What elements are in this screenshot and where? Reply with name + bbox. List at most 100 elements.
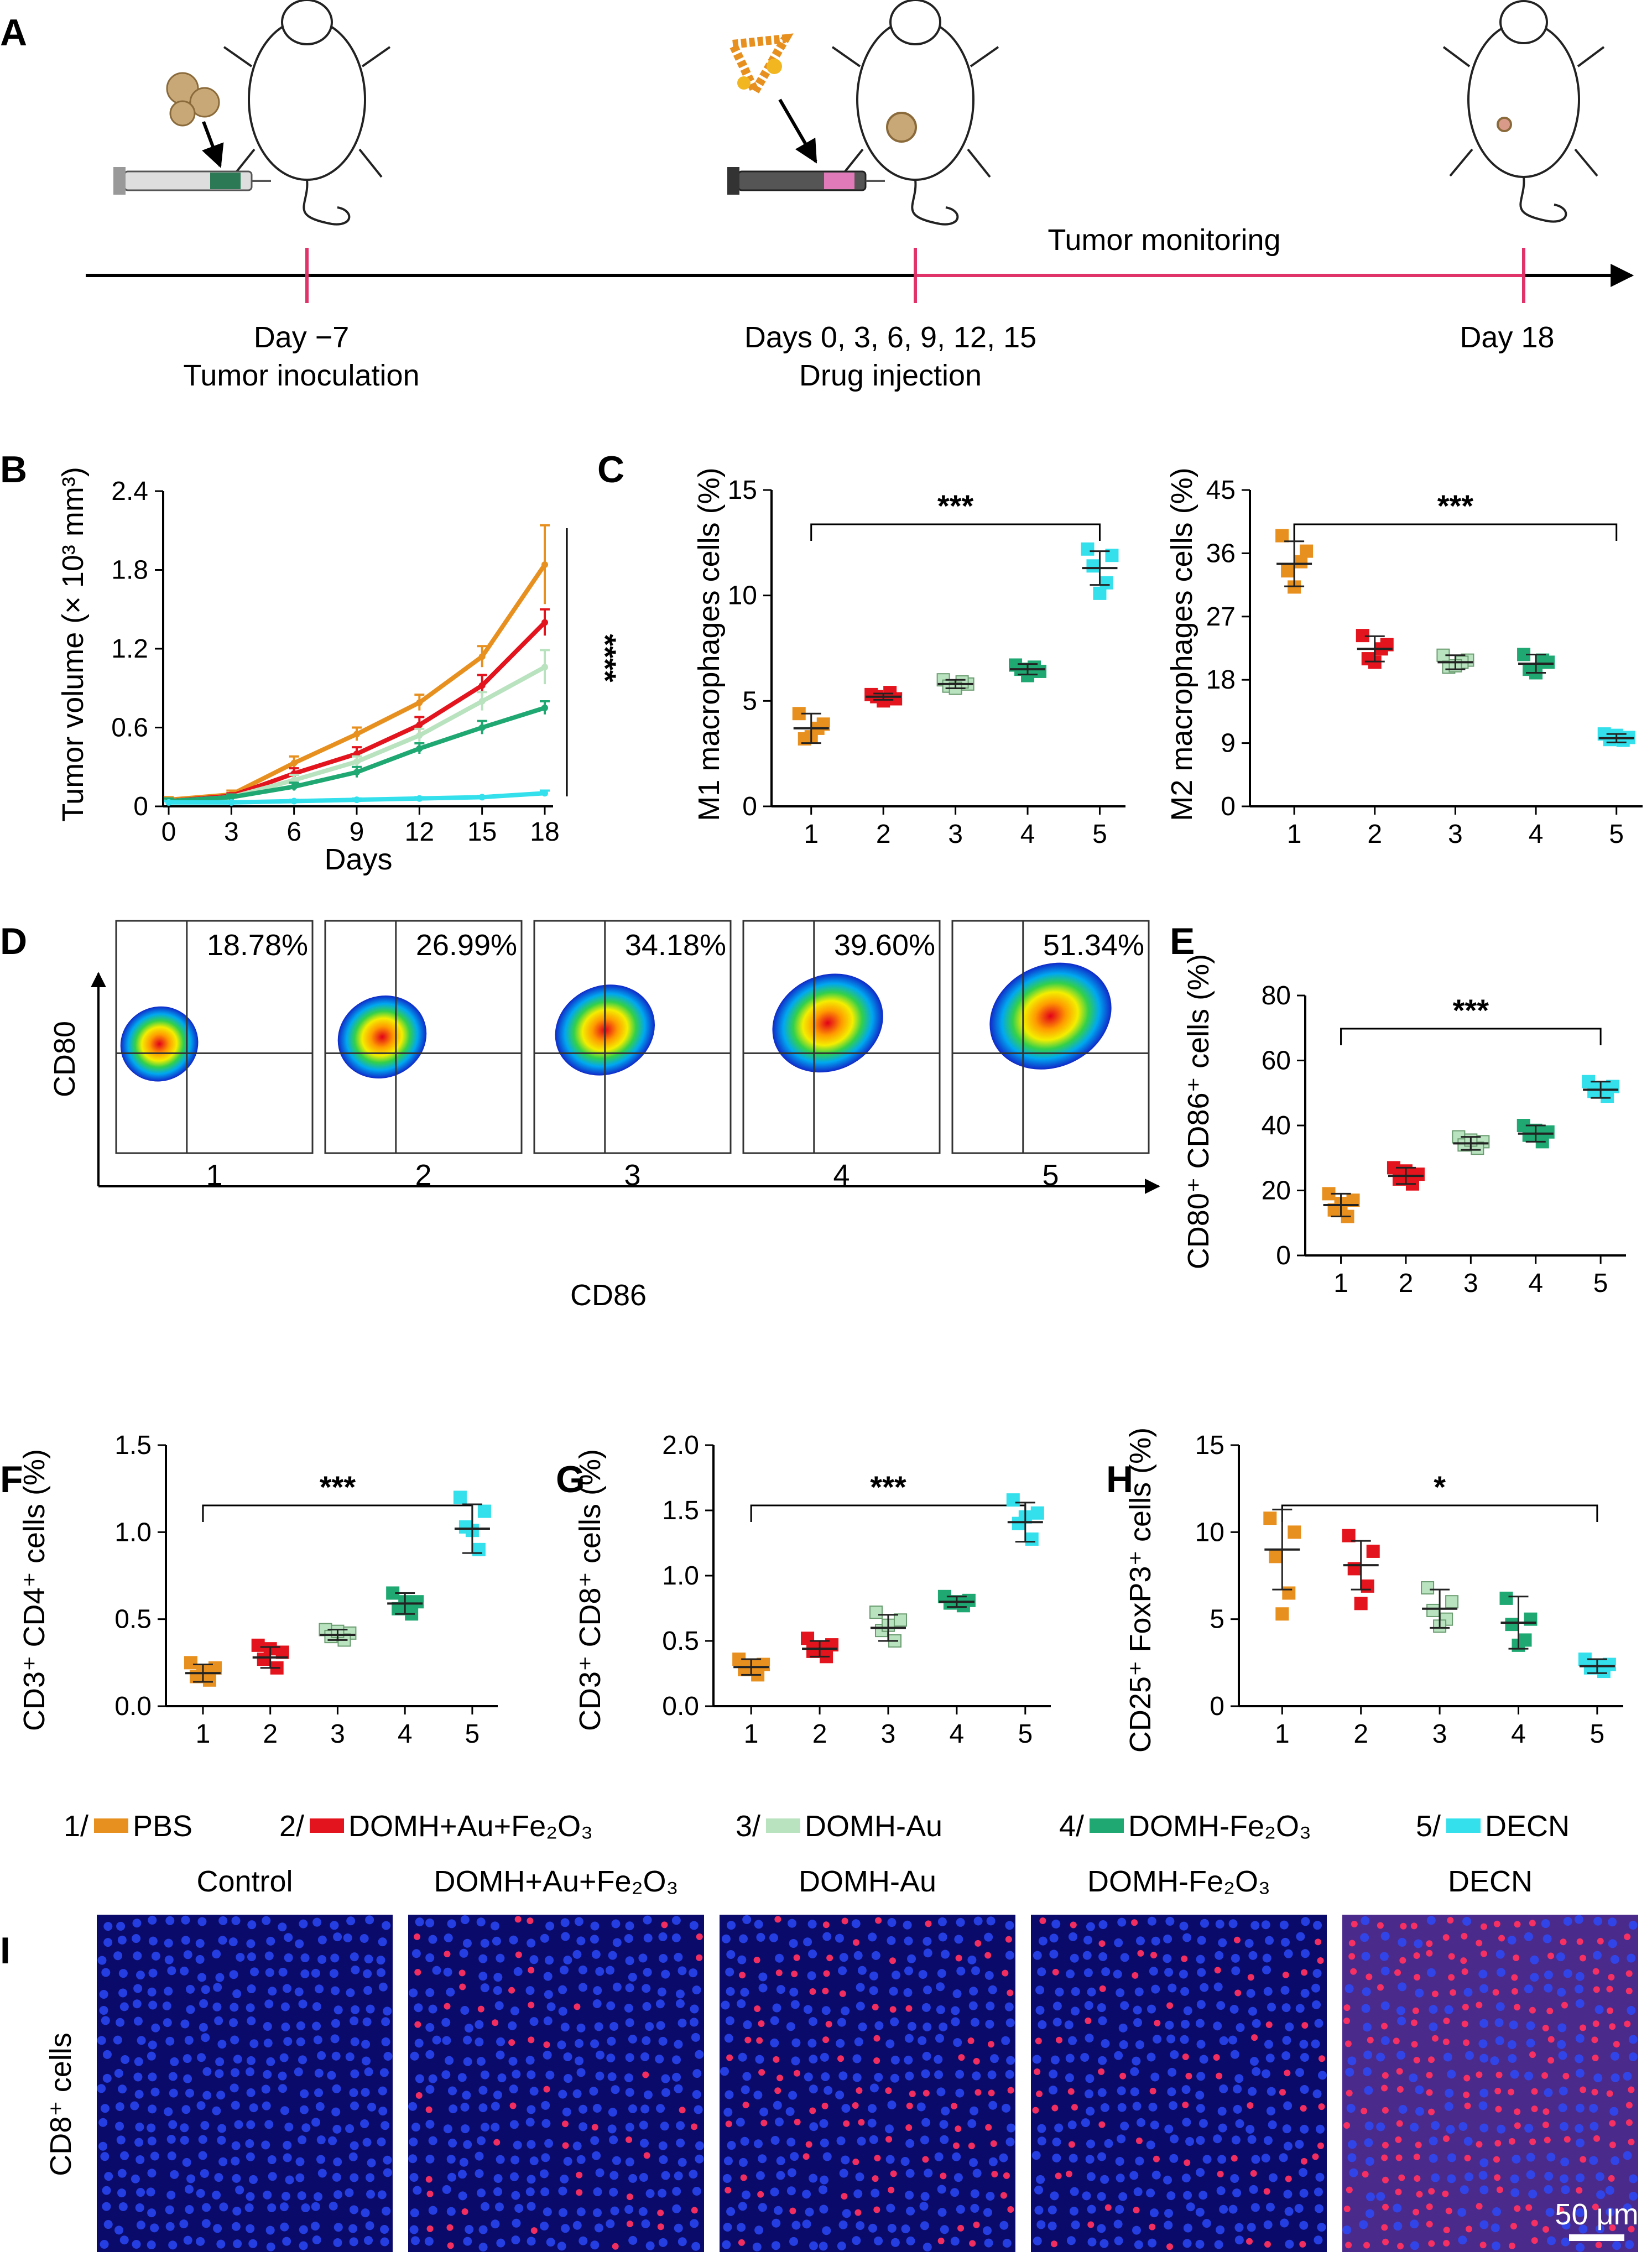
mouse-illustration-3 xyxy=(1442,0,1605,223)
nucleus-blue xyxy=(658,1932,668,1941)
panel-c-m2-ytick-label: 18 xyxy=(1206,665,1236,695)
panel-b-point xyxy=(541,619,548,626)
cd8-cell-red xyxy=(1382,2176,1389,2183)
nucleus-blue xyxy=(723,2108,733,2117)
nucleus-blue xyxy=(215,2057,225,2066)
nucleus-blue xyxy=(871,2188,880,2198)
cd8-cell-red xyxy=(1460,1957,1467,1964)
nucleus-blue xyxy=(168,2120,178,2129)
nucleus-blue xyxy=(333,2238,342,2247)
nucleus-blue xyxy=(120,2151,129,2160)
nucleus-blue xyxy=(1593,1916,1603,1926)
nucleus-blue xyxy=(116,2135,126,2145)
panel-c-m1-xtick-label: 4 xyxy=(1020,820,1035,849)
nucleus-blue xyxy=(1036,2175,1045,2184)
nucleus-blue xyxy=(1464,2172,1473,2181)
nucleus-blue xyxy=(148,1968,158,1978)
nucleus-blue xyxy=(464,2024,473,2033)
nucleus-blue xyxy=(887,1936,896,1945)
nucleus-blue xyxy=(737,1999,746,2008)
nucleus-blue xyxy=(425,2084,435,2094)
nucleus-blue xyxy=(852,2236,861,2245)
cd8-cell-red xyxy=(1561,2002,1568,2009)
nucleus-blue xyxy=(759,2107,769,2117)
nucleus-blue xyxy=(312,2021,321,2031)
nucleus-blue xyxy=(1181,2085,1191,2094)
nucleus-blue xyxy=(1314,2235,1323,2245)
nucleus-blue xyxy=(869,1986,878,1995)
panel-e-ytick-label: 0 xyxy=(1276,1241,1291,1270)
nucleus-blue xyxy=(1150,2072,1160,2082)
cd8-cell-red xyxy=(1557,2207,1565,2214)
panel-d-flow: CD80 CD86 18.78%126.99%234.18%339.60%451… xyxy=(48,920,1160,1312)
panel-f-chart: CD3⁺ CD4⁺ cells (%) 0.00.51.01.51 2 3 4 5*** xyxy=(18,1431,498,1749)
nucleus-blue xyxy=(1429,2022,1438,2031)
nucleus-blue xyxy=(465,2225,474,2234)
nucleus-blue xyxy=(248,2175,258,2184)
nucleus-blue xyxy=(1031,2151,1041,2160)
nucleus-blue xyxy=(133,1984,143,1993)
nucleus-blue xyxy=(181,1936,190,1945)
nucleus-blue xyxy=(428,2206,437,2215)
panel-b-point xyxy=(165,799,172,806)
nucleus-blue xyxy=(425,2154,435,2164)
nucleus-blue xyxy=(1496,1968,1505,1977)
cd8-cell-red xyxy=(1400,1922,1407,1930)
cd8-cell-red xyxy=(1529,2138,1536,2145)
nucleus-blue xyxy=(1228,1919,1238,1929)
nucleus-blue xyxy=(231,2222,241,2231)
nucleus-blue xyxy=(279,2053,289,2062)
nucleus-blue xyxy=(1365,2209,1374,2218)
nucleus-blue xyxy=(1037,1967,1046,1977)
nucleus-blue xyxy=(773,2101,782,2110)
nucleus-blue xyxy=(885,2155,895,2164)
flow-density-cloud xyxy=(772,973,883,1073)
nucleus-blue xyxy=(1415,1988,1424,1998)
nucleus-blue xyxy=(428,2004,437,2014)
nucleus-blue xyxy=(1284,1949,1293,1958)
nucleus-blue xyxy=(425,1988,435,1997)
panel-g-xtick-label: 5 xyxy=(1018,1719,1033,1749)
flow-plot-percent: 39.60% xyxy=(834,929,935,962)
nucleus-blue xyxy=(1244,1938,1254,1948)
panel-e-ylabel: CD80⁺ CD86⁺ cells (%) xyxy=(1182,954,1215,1269)
nucleus-blue xyxy=(868,1932,877,1942)
cd8-cell-red xyxy=(1628,2086,1635,2093)
nucleus-blue xyxy=(249,2103,258,2113)
nucleus-blue xyxy=(624,2003,633,2013)
nucleus-blue xyxy=(312,2002,321,2011)
nucleus-blue xyxy=(1495,2002,1505,2011)
nucleus-blue xyxy=(1101,1967,1111,1977)
nucleus-blue xyxy=(820,2175,829,2185)
nucleus-blue xyxy=(758,2154,767,2164)
nucleus-blue xyxy=(475,2037,484,2047)
cd8-cell-red xyxy=(1397,2243,1404,2250)
nucleus-blue xyxy=(625,2123,634,2132)
cd8-cell-red xyxy=(725,2187,732,2194)
panel-b-point xyxy=(478,724,486,731)
nucleus-blue xyxy=(609,2187,618,2197)
nucleus-blue xyxy=(496,1953,505,1963)
nucleus-blue xyxy=(1118,2023,1128,2032)
nucleus-blue xyxy=(595,2168,604,2177)
cd8-cell-red xyxy=(1514,2108,1521,2115)
nucleus-blue xyxy=(1195,2091,1205,2100)
cd8-cell-red xyxy=(528,1967,535,1974)
nucleus-blue xyxy=(606,2001,616,2010)
panel-g-ytick-label: 2.0 xyxy=(662,1431,699,1460)
legend-number: 2/ xyxy=(279,1810,304,1843)
nucleus-blue xyxy=(98,2118,108,2127)
nucleus-blue xyxy=(1478,1969,1488,1979)
nucleus-blue xyxy=(511,2191,520,2200)
nucleus-blue xyxy=(510,2006,519,2016)
cd8-cell-red xyxy=(1579,1955,1586,1962)
cd8-cell-red xyxy=(1542,2108,1550,2115)
nucleus-blue xyxy=(640,2052,650,2061)
nucleus-blue xyxy=(1250,1921,1260,1930)
nucleus-blue xyxy=(1147,2004,1156,2014)
nucleus-blue xyxy=(184,2185,194,2194)
cd8-cell-red xyxy=(1606,1985,1613,1993)
nucleus-blue xyxy=(841,2155,850,2165)
nucleus-blue xyxy=(1594,2005,1604,2014)
cd8-cell-red xyxy=(643,2152,650,2159)
